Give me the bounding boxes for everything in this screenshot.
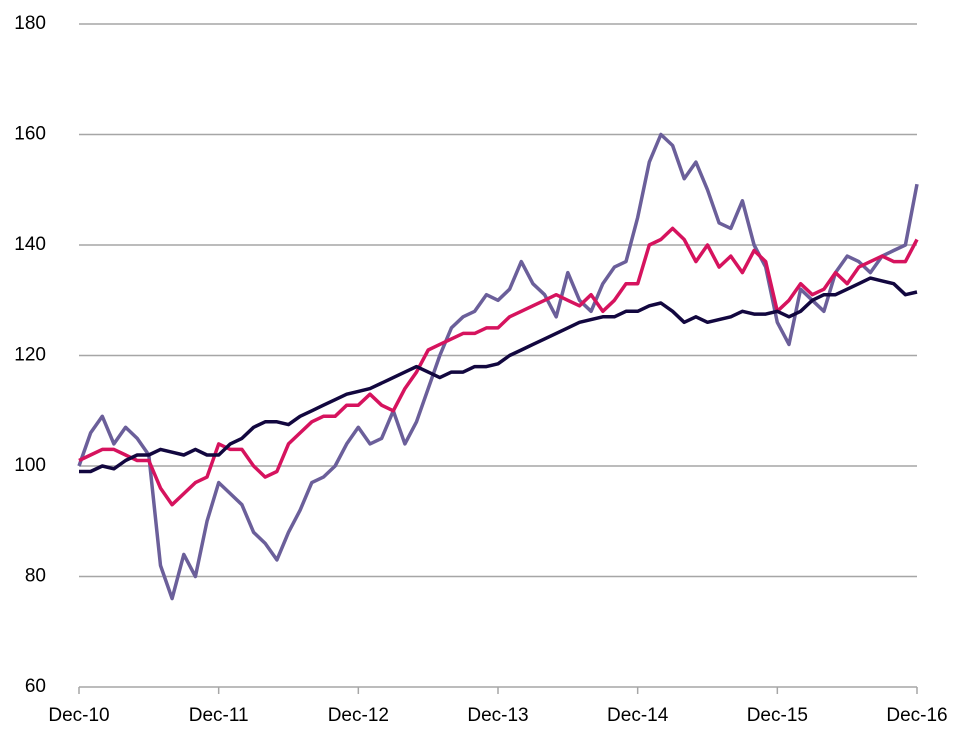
x-tick-label: Dec-10 [48,705,109,726]
series-line [77,132,919,601]
x-tick-label: Dec-11 [189,705,249,726]
series-line [79,276,918,474]
x-tick-label: Dec-14 [607,705,669,726]
y-tick-label: 180 [14,13,46,34]
y-tick-label: 160 [14,124,46,145]
series-line [78,226,919,507]
y-tick-label: 140 [14,234,46,255]
x-tick-label: Dec-15 [747,705,808,726]
y-tick-label: 80 [25,566,46,587]
y-tick-label: 60 [25,676,46,697]
y-tick-label: 100 [14,455,46,476]
y-tick-label: 120 [14,345,46,366]
x-tick-label: Dec-16 [886,705,947,726]
x-tick-label: Dec-12 [328,705,389,726]
x-tick-label: Dec-13 [467,705,528,726]
